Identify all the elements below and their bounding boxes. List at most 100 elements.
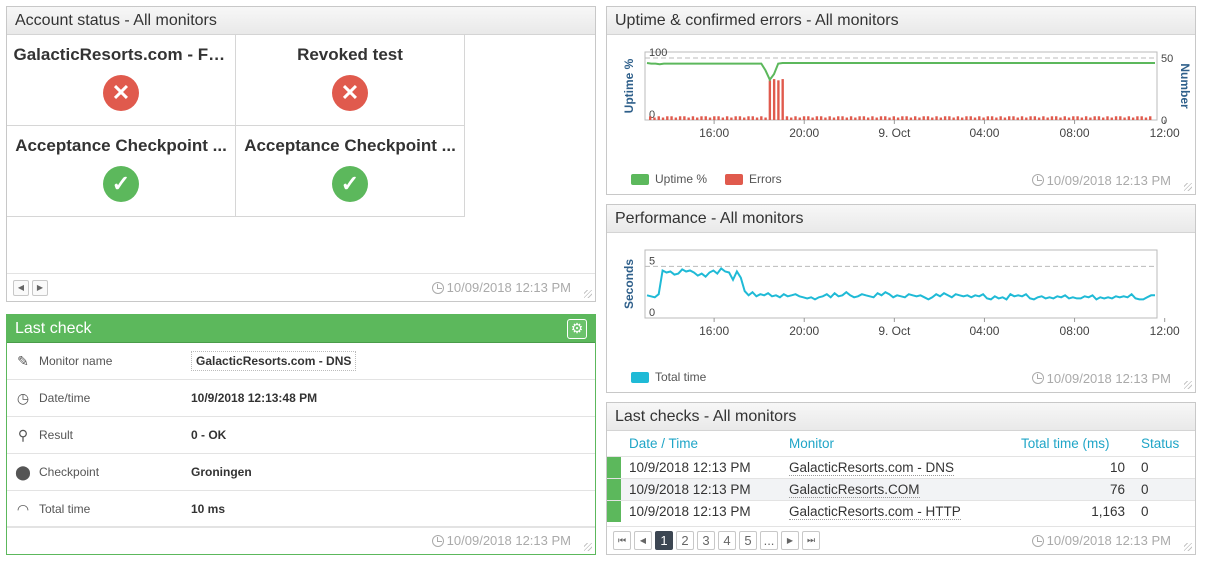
error-bar (1012, 116, 1015, 120)
error-bar (1029, 116, 1032, 120)
performance-legend: Total time (631, 370, 724, 384)
resize-grip-icon[interactable] (1184, 381, 1192, 389)
detail-value: 0 - OK (191, 428, 227, 442)
error-bar (1050, 116, 1054, 120)
monitor-link[interactable]: GalacticResorts.COM (789, 481, 920, 498)
x-tick-label: 20:00 (789, 126, 819, 140)
cell-status: 0 (1133, 499, 1195, 522)
resize-grip-icon[interactable] (584, 543, 592, 551)
performance-footer: 10/09/2018 12:13 PM (607, 364, 1195, 392)
page-button-5[interactable]: 5 (739, 531, 757, 550)
x-tick-label: 08:00 (1060, 126, 1090, 140)
legend-label: Errors (749, 172, 782, 186)
error-bar (828, 116, 831, 120)
monitor-link[interactable]: GalacticResorts.com - HTTP (789, 503, 961, 520)
cell-datetime: 10/9/2018 12:13 PM (621, 499, 781, 522)
prev-page-icon[interactable]: ◀ (634, 531, 652, 550)
x-tick-label: 12:00 (1150, 126, 1180, 140)
error-bar (896, 117, 900, 120)
y-tick-label: 0 (649, 307, 655, 319)
error-bar (666, 116, 669, 120)
status-tile[interactable]: Acceptance Checkpoint ... ✓ (236, 126, 465, 217)
page-button-more[interactable]: ... (760, 531, 778, 550)
error-bar (1033, 116, 1037, 120)
error-bar (1106, 116, 1109, 120)
error-bar (678, 116, 682, 120)
timestamp-text: 10/09/2018 12:13 PM (1046, 172, 1171, 188)
prev-page-icon[interactable]: ◀ (13, 279, 29, 296)
error-bar (743, 117, 746, 120)
error-bar (649, 116, 652, 120)
panel-timestamp: 10/09/2018 12:13 PM (1031, 371, 1171, 386)
error-bar (1136, 116, 1139, 120)
status-tile[interactable]: Revoked test ✕ (236, 35, 465, 126)
resize-grip-icon[interactable] (584, 290, 592, 298)
y2-axis-label: Number (1178, 63, 1192, 109)
gauge-icon: ◠ (16, 500, 30, 517)
detail-row: ✎ Monitor name GalacticResorts.com - DNS (7, 343, 595, 380)
account-status-footer: ◀ ▶ 10/09/2018 12:13 PM (7, 273, 595, 301)
first-page-icon[interactable]: ⏮ (613, 531, 631, 550)
legend-item[interactable]: Uptime % (631, 172, 707, 186)
legend-item[interactable]: Errors (725, 172, 782, 186)
error-bar (952, 117, 955, 120)
y-tick-label: 5 (649, 255, 655, 267)
error-bar (1063, 116, 1066, 120)
error-bar (755, 117, 759, 120)
error-bar (734, 116, 737, 120)
uptime-chart[interactable]: 0 100 Uptime % 16:00 20:00 9. Oct 04:00 08:00 12… (607, 36, 1195, 166)
uptime-title: Uptime & confirmed errors - All monitors (615, 11, 899, 29)
series-line (646, 62, 1155, 82)
legend-item[interactable]: Total time (631, 370, 706, 384)
table-row[interactable]: 10/9/2018 12:13 PM GalacticResorts.COM 7… (607, 477, 1195, 500)
monitor-link[interactable]: GalacticResorts.com - DNS (789, 459, 955, 476)
uptime-footer: 10/09/2018 12:13 PM (607, 166, 1195, 194)
column-header-monitor[interactable]: Monitor (789, 436, 835, 452)
detail-label: Total time (39, 502, 91, 516)
error-bar (837, 116, 840, 120)
error-bar (747, 116, 750, 120)
detail-label: Date/time (39, 391, 91, 405)
error-bar (807, 116, 810, 120)
column-header-status[interactable]: Status (1141, 436, 1180, 452)
page-button-3[interactable]: 3 (697, 531, 715, 550)
next-page-icon[interactable]: ▶ (32, 279, 48, 296)
error-bar (1110, 117, 1113, 120)
x-tick-label: 12:00 (1150, 324, 1180, 338)
performance-chart[interactable]: 0 5 Seconds 16:00 20:00 9. Oct 04:00 08:00 12:00 (607, 234, 1195, 364)
resize-grip-icon[interactable] (1184, 183, 1192, 191)
detail-value: Groningen (191, 465, 252, 479)
error-bar (871, 116, 874, 120)
error-bar (969, 116, 972, 120)
table-row[interactable]: 10/9/2018 12:13 PM GalacticResorts.com -… (607, 455, 1195, 478)
cell-total-time: 1,163 (1013, 499, 1133, 522)
plot-area-frame (644, 249, 1158, 319)
last-check-header: Last check ⚙ (7, 315, 595, 343)
page-button-1[interactable]: 1 (655, 531, 673, 550)
account-status-panel: Account status - All monitors GalacticRe… (6, 6, 596, 302)
error-bar (713, 116, 716, 120)
table-row[interactable]: 10/9/2018 12:13 PM GalacticResorts.com -… (607, 499, 1195, 522)
error-bar (935, 116, 938, 120)
monitor-name-value[interactable]: GalacticResorts.com - DNS (191, 351, 357, 371)
cell-monitor: GalacticResorts.com - HTTP (781, 499, 1013, 522)
error-bar (1114, 116, 1118, 120)
error-bar (1003, 117, 1007, 120)
error-bar (995, 117, 998, 120)
error-bar (926, 116, 930, 120)
error-bar (858, 116, 861, 120)
gear-icon[interactable]: ⚙ (567, 318, 587, 339)
status-tile[interactable]: Acceptance Checkpoint ... ✓ (7, 126, 236, 217)
error-bar (888, 117, 891, 120)
last-page-icon[interactable]: ⏭ (802, 531, 820, 550)
next-page-icon[interactable]: ▶ (781, 531, 799, 550)
page-button-4[interactable]: 4 (718, 531, 736, 550)
resize-grip-icon[interactable] (1184, 543, 1192, 551)
column-header-total-time[interactable]: Total time (ms) (1021, 436, 1110, 452)
error-bar (931, 117, 934, 120)
page-button-2[interactable]: 2 (676, 531, 694, 550)
column-header-datetime[interactable]: Date / Time (629, 436, 699, 452)
error-bar (862, 116, 866, 120)
error-bar (704, 116, 707, 120)
status-tile[interactable]: GalacticResorts.com - Fu... ✕ (7, 35, 236, 126)
